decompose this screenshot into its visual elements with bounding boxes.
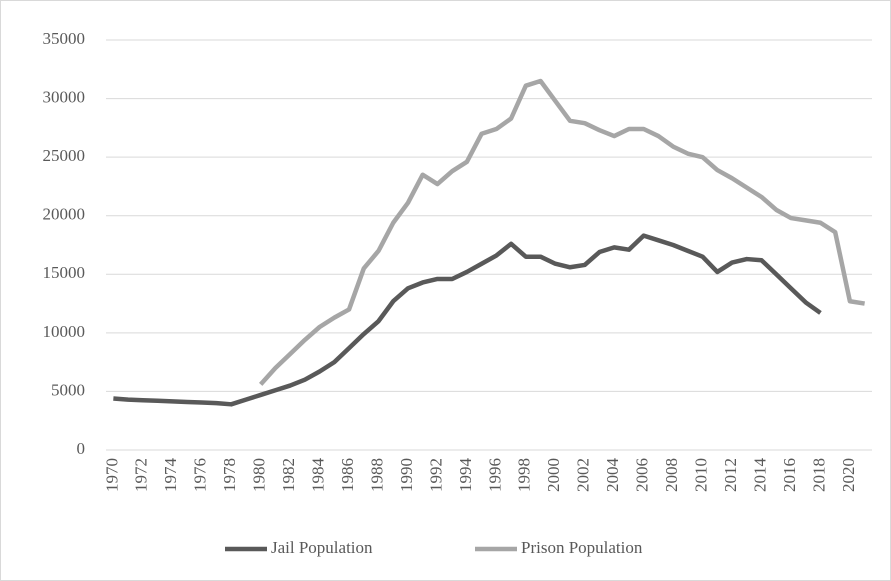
x-tick-label: 1996 (485, 458, 504, 492)
y-tick-label: 15000 (43, 263, 86, 282)
x-tick-label: 1994 (456, 458, 475, 493)
x-tick-label: 2006 (633, 458, 652, 492)
x-tick-label: 1970 (102, 458, 121, 492)
x-tick-label: 1992 (426, 458, 445, 492)
y-tick-label: 30000 (43, 87, 86, 106)
x-tick-label: 1990 (397, 458, 416, 492)
y-tick-label: 25000 (43, 146, 86, 165)
x-tick-label: 1978 (220, 458, 239, 492)
y-tick-label: 10000 (43, 322, 86, 341)
x-tick-label: 2018 (809, 458, 828, 492)
series-line (113, 233, 822, 407)
x-tick-label: 1986 (338, 458, 357, 492)
x-tick-label: 2004 (603, 458, 622, 493)
x-tick-label: 1988 (367, 458, 386, 492)
y-tick-label: 5000 (51, 380, 85, 399)
x-tick-label: 2010 (692, 458, 711, 492)
x-tick-label: 1984 (309, 458, 328, 493)
y-tick-label: 0 (77, 439, 86, 458)
x-tick-label: 2014 (750, 458, 769, 493)
x-tick-label: 2012 (721, 458, 740, 492)
x-tick-label: 1980 (250, 458, 269, 492)
x-tick-label: 2000 (544, 458, 563, 492)
x-tick-label: 2008 (662, 458, 681, 492)
x-tick-label: 1972 (132, 458, 151, 492)
y-tick-label: 20000 (43, 205, 86, 224)
x-tick-label: 1982 (279, 458, 298, 492)
x-tick-label: 1976 (191, 458, 210, 492)
legend-label: Jail Population (271, 538, 373, 557)
x-tick-label: 1974 (161, 458, 180, 493)
x-tick-label: 2016 (780, 458, 799, 492)
series-line (258, 78, 865, 386)
x-tick-label: 2002 (574, 458, 593, 492)
legend-label: Prison Population (521, 538, 643, 557)
x-tick-label: 1998 (515, 458, 534, 492)
x-tick-label: 2020 (839, 458, 858, 492)
y-tick-label: 35000 (43, 29, 86, 48)
